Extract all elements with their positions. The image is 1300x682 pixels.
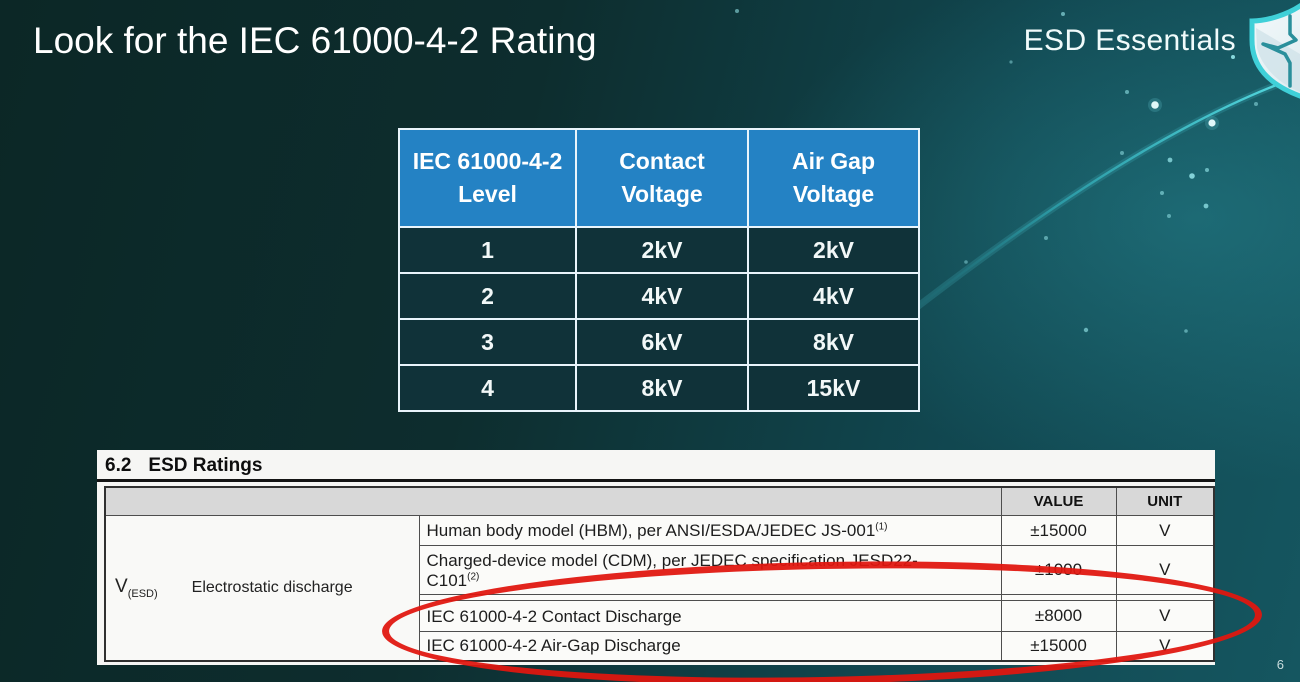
levels-cell: 4kV — [575, 272, 749, 320]
header-line: Contact — [619, 148, 705, 174]
levels-header-cell: IEC 61000-4-2 Level — [398, 128, 577, 228]
unit-cell: V — [1115, 515, 1215, 546]
test-condition-cell: IEC 61000-4-2 Contact Discharge — [418, 600, 1002, 632]
levels-row: 1 2kV 2kV — [398, 226, 920, 274]
levels-header-cell: Contact Voltage — [575, 128, 749, 228]
value-header-cell: VALUE — [1000, 486, 1117, 516]
levels-header-cell: Air Gap Voltage — [747, 128, 920, 228]
levels-row: 4 8kV 15kV — [398, 364, 920, 412]
unit-header-cell: UNIT — [1115, 486, 1215, 516]
parameter-label: Electrostatic discharge — [191, 578, 353, 596]
section-number: 6.2 — [105, 455, 132, 476]
condition-text: IEC 61000-4-2 Contact Discharge — [426, 606, 682, 626]
condition-text: Charged-device model (CDM), per JEDEC sp… — [426, 550, 918, 570]
test-condition-cell: Human body model (HBM), per ANSI/ESDA/JE… — [418, 515, 1002, 546]
footnote-ref: (2) — [467, 570, 480, 582]
section-title: ESD Ratings — [148, 455, 263, 476]
page-number: 6 — [1276, 657, 1284, 672]
iec-levels-table: IEC 61000-4-2 Level Contact Voltage Air Gap V… — [398, 128, 920, 412]
value-cell: ±1000 — [1000, 545, 1117, 595]
brand-name: ESD Essentials — [1023, 24, 1236, 57]
footnote-ref: (1) — [875, 521, 888, 533]
symbol-subscript: (ESD) — [127, 587, 158, 600]
levels-cell: 8kV — [575, 364, 749, 412]
unit-cell: V — [1115, 631, 1215, 661]
slide-title: Look for the IEC 61000-4-2 Rating — [33, 20, 597, 61]
value-cell: ±8000 — [1000, 600, 1117, 632]
test-condition-cell: Charged-device model (CDM), per JEDEC sp… — [418, 545, 1002, 595]
levels-cell: 4kV — [747, 272, 920, 320]
ratings-row: IEC 61000-4-2 Air-Gap Discharge ±15000 V — [105, 631, 1215, 661]
levels-cell: 1 — [398, 226, 577, 274]
empty-header-cell — [104, 486, 1002, 516]
condition-text: IEC 61000-4-2 Air-Gap Discharge — [426, 636, 681, 656]
levels-cell: 15kV — [747, 364, 920, 412]
test-condition-cell: IEC 61000-4-2 Air-Gap Discharge — [418, 631, 1002, 661]
unit-cell: V — [1115, 600, 1215, 632]
shield-heartbeat-icon — [1249, 2, 1300, 99]
ratings-row: V(ESD) Electrostatic discharge Human body … — [104, 515, 1215, 661]
levels-cell: 3 — [398, 318, 577, 366]
levels-cell: 2kV — [575, 226, 749, 274]
datasheet-panel: 6.2 ESD Ratings VALUE UNIT V(ESD) Electro… — [97, 450, 1215, 665]
levels-cell: 8kV — [747, 318, 920, 366]
levels-cell: 6kV — [575, 318, 749, 366]
levels-row: 2 4kV 4kV — [398, 272, 920, 320]
symbol-label: V(ESD) — [115, 575, 158, 600]
header-line: Level — [458, 181, 517, 207]
levels-cell: 4 — [398, 364, 577, 412]
datasheet-section-heading: 6.2 ESD Ratings — [97, 450, 1215, 482]
value-cell: ±15000 — [1000, 631, 1117, 661]
levels-header-row: IEC 61000-4-2 Level Contact Voltage Air Gap V… — [398, 128, 920, 228]
header-line: IEC 61000-4-2 — [412, 148, 563, 174]
levels-row: 3 6kV 8kV — [398, 318, 920, 366]
header-line: Air Gap — [791, 148, 876, 174]
swoosh-curve-icon — [905, 78, 1286, 317]
esd-ratings-table: VALUE UNIT V(ESD) Electrostatic discharge… — [104, 486, 1215, 662]
condition-text: Human body model (HBM), per ANSI/ESDA/JE… — [426, 521, 876, 541]
ratings-header-row: VALUE UNIT — [104, 486, 1215, 516]
condition-text: C101 — [426, 570, 468, 590]
sparkle-dots-icon — [735, 9, 1258, 333]
levels-cell: 2kV — [747, 226, 920, 274]
symbol-parameter-cell: V(ESD) Electrostatic discharge — [104, 515, 420, 661]
ratings-row: IEC 61000-4-2 Contact Discharge ±8000 V — [105, 600, 1215, 632]
levels-cell: 2 — [398, 272, 577, 320]
header-line: Voltage — [621, 181, 703, 207]
header-line: Voltage — [792, 181, 875, 207]
value-cell: ±15000 — [1000, 515, 1117, 546]
